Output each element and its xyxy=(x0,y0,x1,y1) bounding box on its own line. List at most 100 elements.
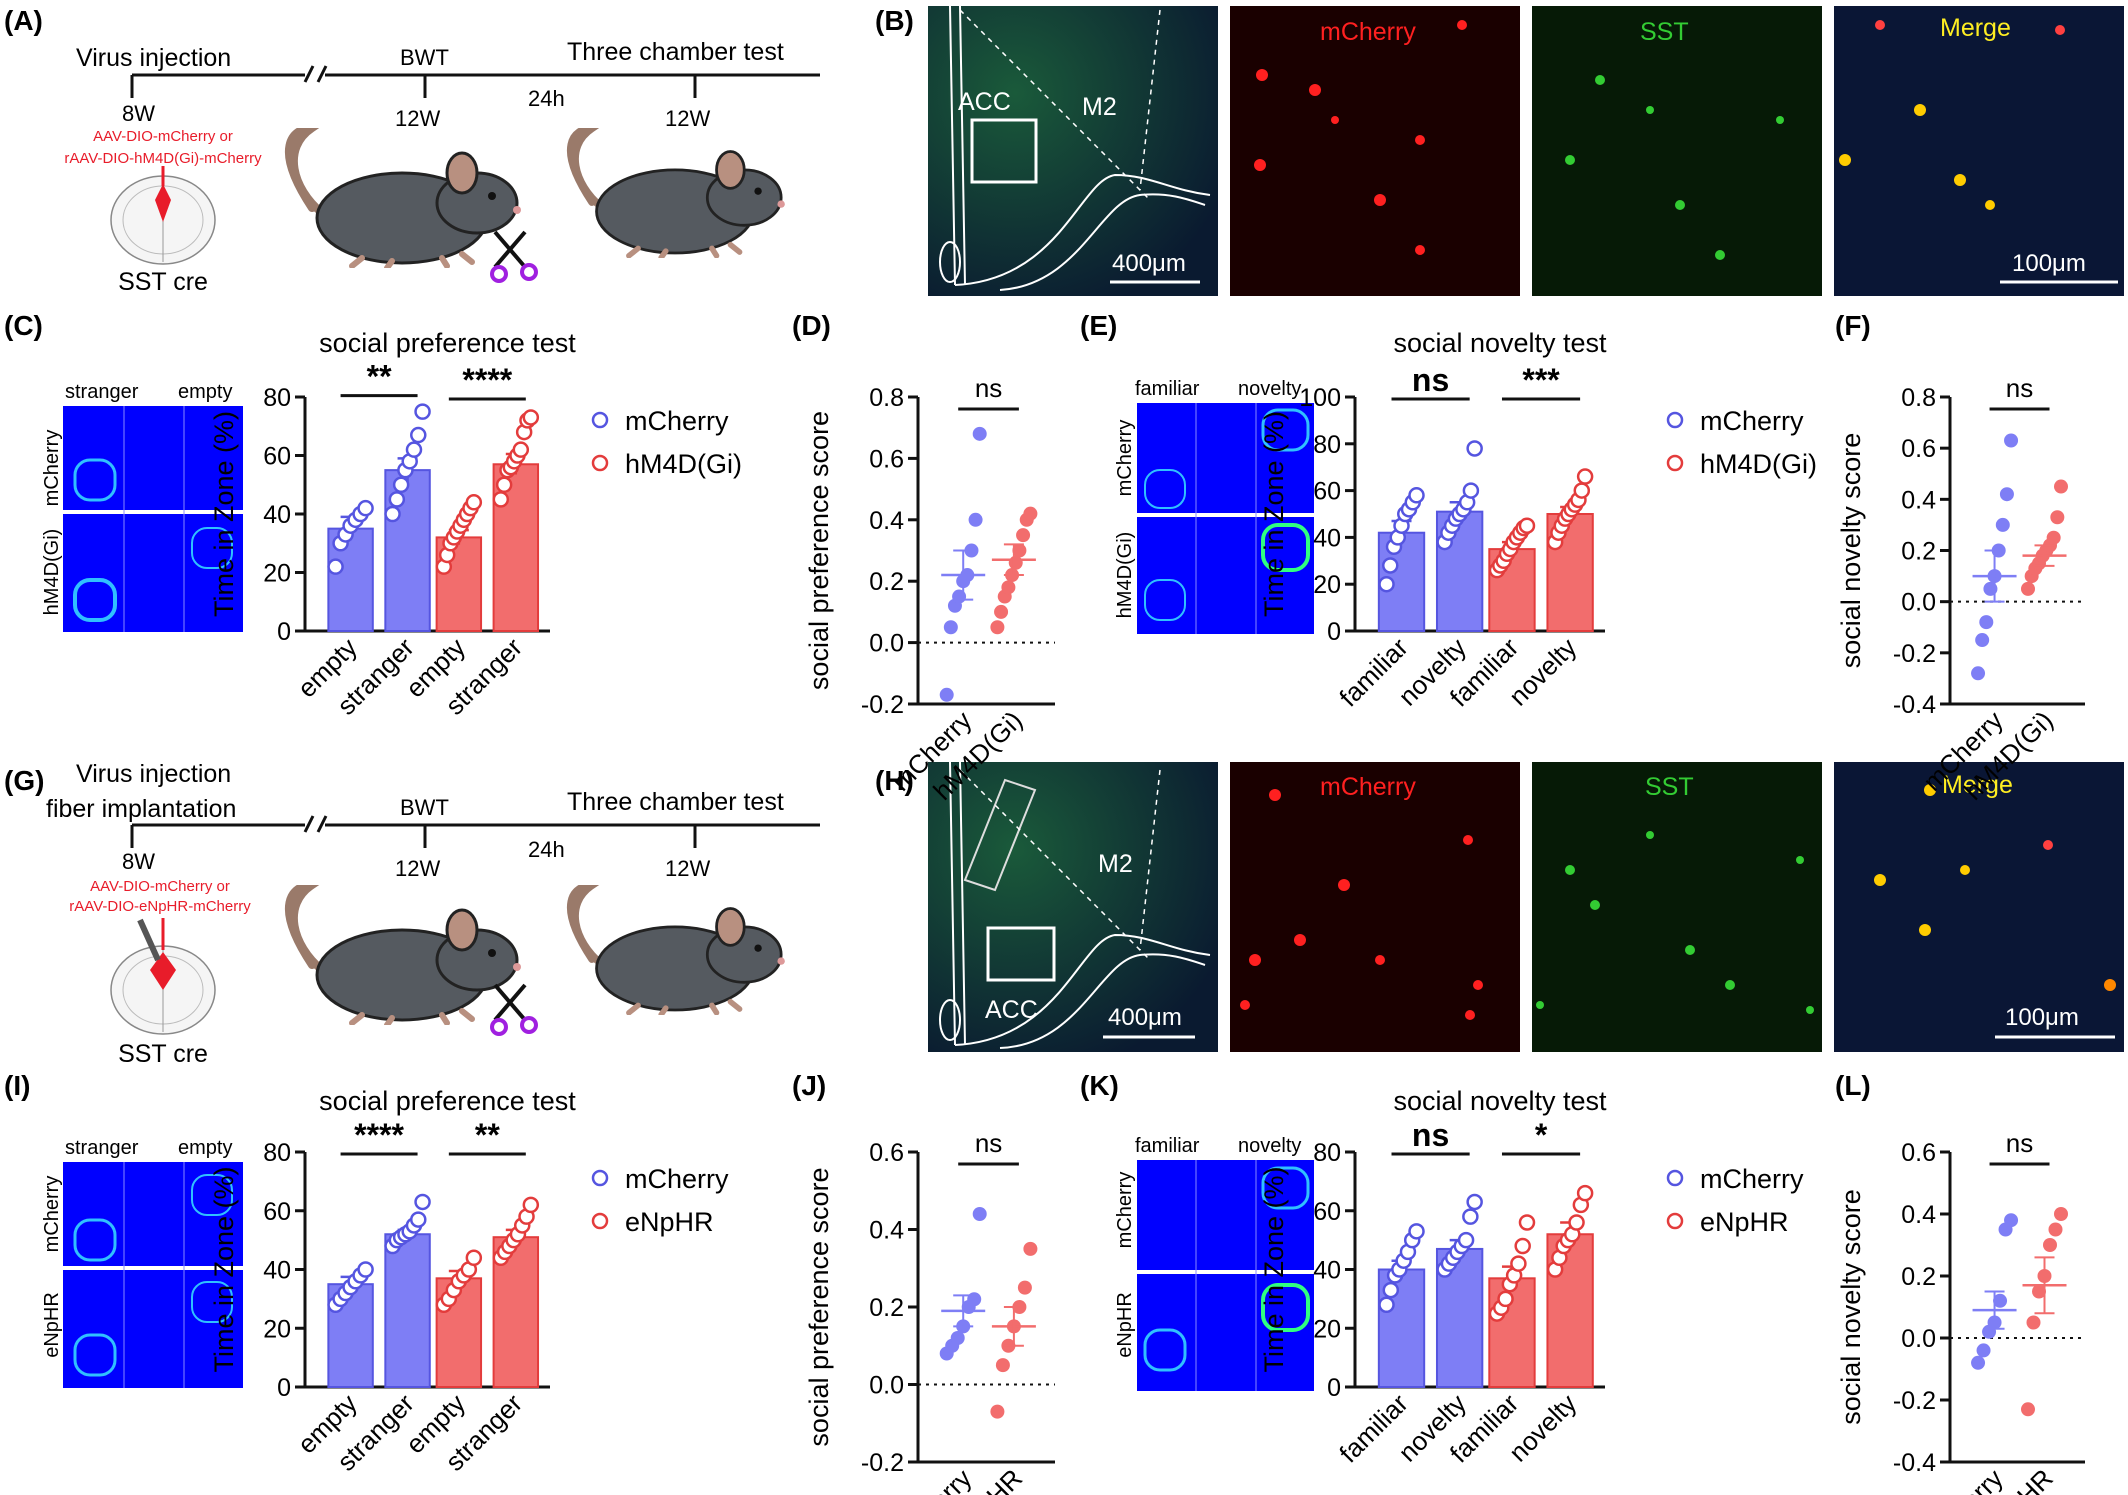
y-tick-label: -0.4 xyxy=(1893,691,1936,719)
data-point xyxy=(522,1196,540,1214)
legend-marker xyxy=(1666,411,1684,429)
timeline-g-12w-1: 12W xyxy=(395,856,440,881)
merge-image-b: Merge 100μm xyxy=(1834,6,2124,296)
sig-label: ** xyxy=(367,359,392,395)
legend-label: hM4D(Gi) xyxy=(625,449,742,479)
y-axis-label: Time in Zone (%) xyxy=(1259,411,1289,617)
data-point xyxy=(1971,1355,1986,1370)
legend-label: mCherry xyxy=(625,406,729,436)
timeline-g-tct: Three chamber test xyxy=(567,788,784,816)
sig-label: *** xyxy=(1522,362,1560,398)
panel-E: (E) familiar novelty mCherry hM4D(Gi) xyxy=(1080,310,1314,634)
y-tick-label: 80 xyxy=(1313,1139,1341,1167)
data-point xyxy=(943,620,958,635)
data-point xyxy=(1462,1208,1479,1225)
data-point xyxy=(1016,528,1031,543)
data-point xyxy=(1378,575,1395,593)
timeline-g-24h: 24h xyxy=(528,837,565,862)
merge-label-h: Merge xyxy=(1942,771,2013,799)
legend-marker xyxy=(1666,1169,1684,1187)
y-tick-label: 20 xyxy=(263,560,291,588)
data-point xyxy=(1408,487,1425,504)
y-tick-label: 80 xyxy=(263,384,291,412)
y-tick-label: -0.2 xyxy=(1893,640,1936,668)
data-point xyxy=(1462,482,1480,499)
acc-overview-h: ACC M2 400μm xyxy=(928,761,1218,1052)
timeline-g-bwt: BWT xyxy=(400,795,449,820)
data-point xyxy=(1466,440,1483,457)
merge-label-b: Merge xyxy=(1940,14,2011,42)
y-tick-label: 0.4 xyxy=(1901,1201,1936,1229)
data-point xyxy=(357,499,374,517)
data-point xyxy=(410,1211,427,1228)
heat-e-row2: hM4D(Gi) xyxy=(1114,532,1136,619)
data-point xyxy=(2043,1238,2057,1252)
heat-k-col2: novelty xyxy=(1238,1135,1301,1157)
data-point xyxy=(1999,487,2014,502)
data-point xyxy=(1408,1223,1425,1240)
legend-marker xyxy=(591,411,609,429)
y-tick-label: 60 xyxy=(1313,478,1341,506)
y-tick-label: 40 xyxy=(263,501,291,529)
panel-J: (J) xyxy=(792,1070,826,1101)
y-tick-label: 0.0 xyxy=(869,1372,904,1400)
heat-k-col1: familiar xyxy=(1135,1135,1200,1157)
data-point xyxy=(1457,1231,1475,1249)
scale-100-h: 100μm xyxy=(2005,1004,2079,1031)
heat-c-row2: hM4D(Gi) xyxy=(41,529,63,616)
legend-label: eNpHR xyxy=(625,1207,714,1237)
data-point xyxy=(1576,468,1594,485)
panel-A: (A) Virus injection 8W BWT 12W 24h Three… xyxy=(4,5,820,296)
panel-label-l: (L) xyxy=(1835,1070,1871,1101)
y-tick-label: 0 xyxy=(1327,1374,1341,1402)
legend-marker xyxy=(591,1169,609,1187)
heatmap-k: familiar novelty mCherry eNpHR xyxy=(1114,1135,1314,1391)
y-tick-label: 0.8 xyxy=(869,384,904,412)
timeline-g-inj: Virus injection xyxy=(76,760,231,788)
chart-title: social novelty test xyxy=(1393,328,1607,358)
y-tick-label: 0.0 xyxy=(869,630,904,658)
data-point xyxy=(1023,1241,1038,1256)
chart-d: -0.2 0.0 0.2 0.4 0.6 0.8 social preference sco… xyxy=(804,373,1055,806)
data-point xyxy=(1023,506,1038,521)
legend-marker xyxy=(1666,454,1684,472)
data-point xyxy=(2004,1213,2019,1228)
y-axis-label: social preference score xyxy=(804,411,834,690)
data-point xyxy=(357,1261,374,1278)
data-point xyxy=(1993,1293,2008,1308)
heat-k-row2: eNpHR xyxy=(1114,1292,1136,1358)
data-point xyxy=(327,558,344,575)
sig-label: ns xyxy=(2006,1128,2033,1158)
sig-label: ns xyxy=(1412,362,1449,398)
data-point xyxy=(990,1404,1005,1419)
timeline-a-12w-2: 12W xyxy=(665,106,710,131)
heatmap-c: stranger empty mCherry hM4D(Gi) xyxy=(41,381,243,632)
panel-C: (C) stranger empty mCherry hM4D(Gi) xyxy=(4,310,243,632)
mouse-icon-tct-g xyxy=(571,885,785,1014)
scale-400-h: 400μm xyxy=(1108,1004,1182,1031)
data-point xyxy=(950,1331,965,1345)
y-tick-label: 40 xyxy=(1313,1257,1341,1285)
m2-label-b: M2 xyxy=(1082,93,1117,121)
sig-label: ** xyxy=(475,1117,500,1153)
sig-label: **** xyxy=(462,362,512,398)
data-point xyxy=(972,426,987,441)
bar-2 xyxy=(1435,1247,1484,1388)
timeline-g-inj2: fiber implantation xyxy=(46,795,236,823)
y-tick-label: -0.2 xyxy=(1893,1387,1936,1415)
data-point xyxy=(1510,1255,1527,1272)
scissors-icon xyxy=(490,230,538,283)
panel-label-f: (F) xyxy=(1835,310,1871,341)
heatmap-i: stranger empty mCherry eNpHR xyxy=(41,1137,243,1388)
sst-label-h: SST xyxy=(1645,773,1694,801)
data-point xyxy=(967,1292,982,1307)
timeline-g-8w: 8W xyxy=(122,849,155,874)
data-point xyxy=(994,604,1009,619)
timeline-a-12w-1: 12W xyxy=(395,106,440,131)
y-tick-label: -0.4 xyxy=(1893,1449,1936,1477)
data-point xyxy=(2021,581,2035,596)
data-point xyxy=(1975,633,1990,648)
